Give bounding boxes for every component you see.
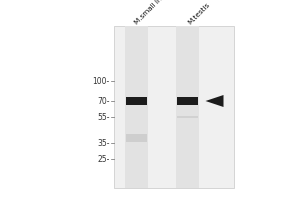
Bar [127,97,147,105]
Text: M.small intestine: M.small intestine [134,0,182,26]
Bar [178,97,198,105]
Bar [176,26,199,188]
Bar [178,116,198,118]
Text: 55-: 55- [97,112,110,121]
Bar [127,134,147,142]
Text: 25-: 25- [97,154,110,164]
Bar [114,26,234,188]
Text: M.testis: M.testis [186,2,211,26]
Bar [125,26,148,188]
Text: 70-: 70- [97,97,110,106]
Text: 100-: 100- [92,76,110,86]
Polygon shape [206,95,224,107]
Text: 35-: 35- [97,138,110,148]
